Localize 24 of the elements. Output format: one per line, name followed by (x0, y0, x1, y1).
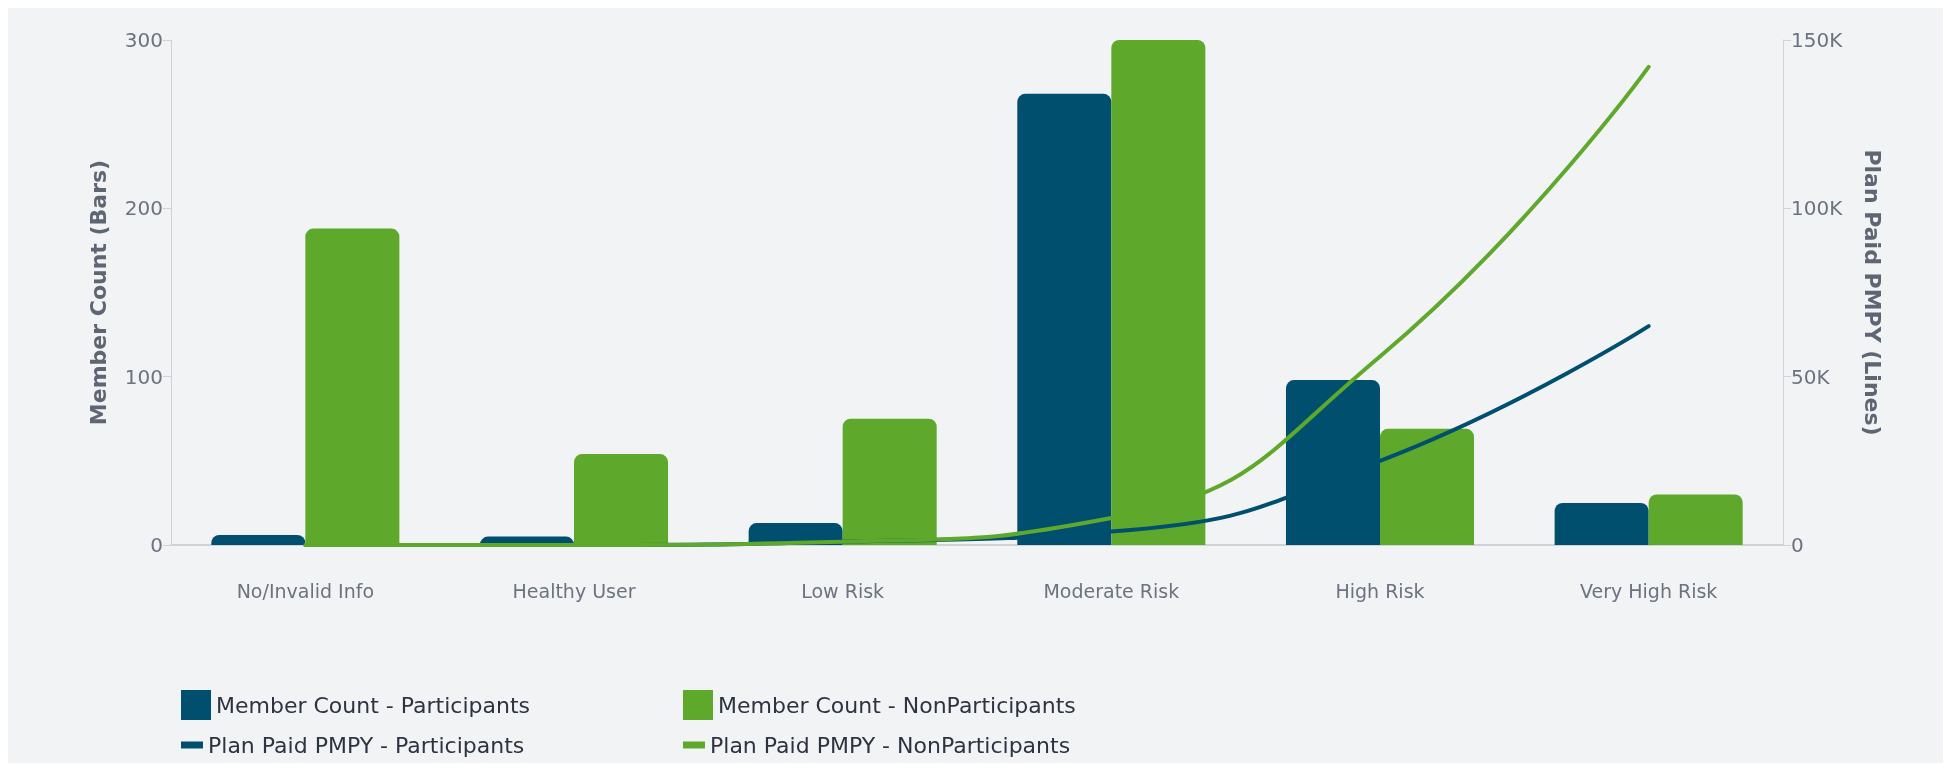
bar (1380, 428, 1475, 545)
y2-axis-title: Plan Paid PMPY (Lines) (1859, 149, 1885, 436)
legend-label: Member Count - NonParticipants (718, 692, 1076, 718)
legend-label: Plan Paid PMPY - Participants (208, 732, 525, 758)
y-tick-label: 300 (124, 28, 163, 52)
x-tick-label: Very High Risk (1579, 579, 1718, 602)
bar (1648, 494, 1743, 545)
y-tick-label: 100 (124, 364, 163, 389)
y2-tick-label: 150K (1791, 28, 1844, 52)
legend-label: Plan Paid PMPY - NonParticipants (710, 732, 1071, 758)
x-tick-label: Moderate Risk (1043, 579, 1180, 602)
x-tick-label: Healthy User (512, 579, 636, 602)
bar (211, 534, 306, 545)
y-tick-label: 200 (124, 196, 163, 221)
legend-label: Member Count - Participants (216, 692, 530, 718)
y2-tick-label: 50K (1791, 364, 1831, 389)
x-tick-label: Low Risk (801, 579, 885, 602)
x-tick-label: No/Invalid Info (236, 579, 375, 602)
y-tick-label: 0 (150, 533, 163, 557)
bar (1554, 502, 1649, 545)
y2-tick-label: 0 (1791, 533, 1804, 557)
x-tick-label: High Risk (1335, 579, 1425, 602)
y-axis-title: Member Count (Bars) (85, 159, 111, 426)
y2-tick-label: 100K (1791, 196, 1844, 221)
